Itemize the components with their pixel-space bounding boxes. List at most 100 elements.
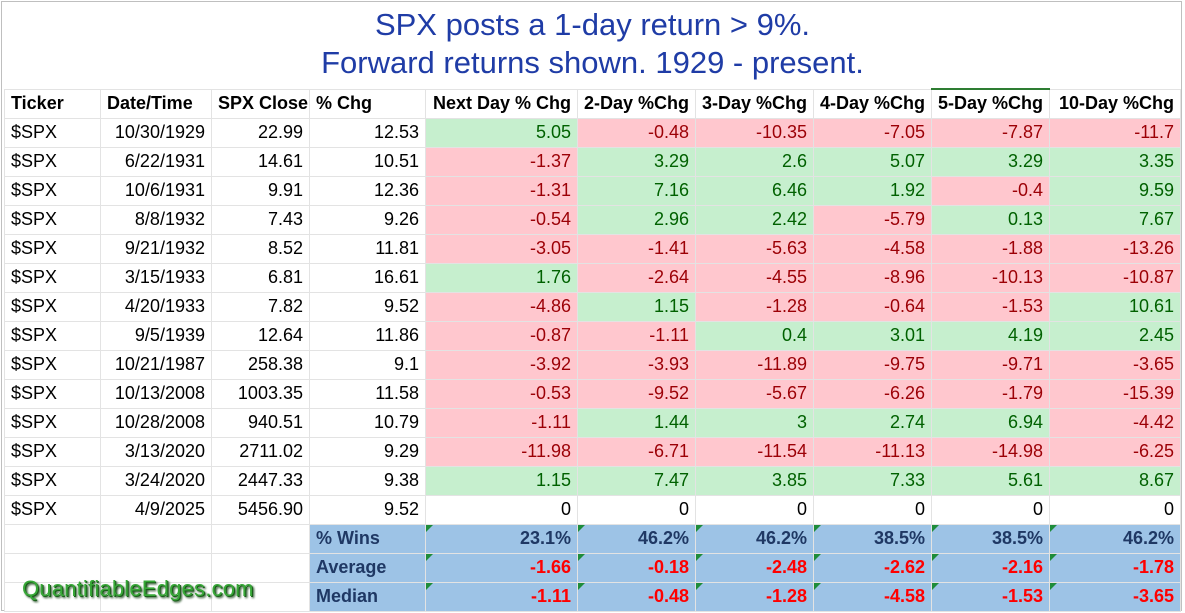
- stats-value: -3.65: [1049, 581, 1181, 612]
- watermark-logo: QuantifiableEdges.com: [22, 576, 254, 601]
- ticker-cell: $SPX: [4, 349, 101, 380]
- blank-cell: [4, 523, 101, 554]
- date-cell: 10/13/2008: [100, 378, 212, 409]
- ticker-cell: $SPX: [4, 436, 101, 467]
- forward-return-cell: 5.05: [425, 117, 578, 148]
- close-cell: 1003.35: [211, 378, 310, 409]
- ticker-cell: $SPX: [4, 204, 101, 235]
- forward-return-cell: -15.39: [1049, 378, 1181, 409]
- forward-return-cell: -5.79: [813, 204, 932, 235]
- forward-return-cell: -1.37: [425, 146, 578, 177]
- ticker-cell: $SPX: [4, 175, 101, 206]
- forward-return-cell: -3.93: [577, 349, 696, 380]
- blank-cell: [211, 523, 310, 554]
- forward-return-cell: 3.29: [577, 146, 696, 177]
- forward-return-cell: -0.53: [425, 378, 578, 409]
- stats-value: -0.48: [577, 581, 696, 612]
- forward-return-cell: 6.46: [695, 175, 814, 206]
- forward-return-cell: -1.53: [931, 291, 1050, 322]
- ticker-cell: $SPX: [4, 378, 101, 409]
- chg-cell: 10.51: [309, 146, 426, 177]
- stats-value: -0.18: [577, 552, 696, 583]
- forward-return-cell: 3.01: [813, 320, 932, 351]
- date-cell: 3/24/2020: [100, 465, 212, 496]
- date-cell: 4/20/1933: [100, 291, 212, 322]
- forward-return-cell: 0: [931, 494, 1050, 525]
- date-cell: 3/15/1933: [100, 262, 212, 293]
- stats-label: % Wins: [309, 523, 426, 554]
- chg-cell: 9.38: [309, 465, 426, 496]
- stats-row: % Wins 23.1% 46.2% 46.2% 38.5% 38.5% 46.2%: [4, 523, 1181, 554]
- ticker-cell: $SPX: [4, 262, 101, 293]
- title-line-2: Forward returns shown. 1929 - present.: [321, 45, 864, 80]
- chg-cell: 9.29: [309, 436, 426, 467]
- forward-return-cell: 4.19: [931, 320, 1050, 351]
- stats-value: 23.1%: [425, 523, 578, 554]
- forward-return-cell: -7.05: [813, 117, 932, 148]
- stats-value: -1.11: [425, 581, 578, 612]
- forward-return-cell: -11.54: [695, 436, 814, 467]
- forward-return-cell: -1.11: [577, 320, 696, 351]
- date-cell: 8/8/1932: [100, 204, 212, 235]
- date-cell: 3/13/2020: [100, 436, 212, 467]
- forward-return-cell: -9.52: [577, 378, 696, 409]
- chg-cell: 9.26: [309, 204, 426, 235]
- table-row: $SPX 9/5/1939 12.64 11.86 -0.87 -1.11 0.4 3.01 4…: [4, 320, 1181, 351]
- forward-return-cell: -10.87: [1049, 262, 1181, 293]
- close-cell: 5456.90: [211, 494, 310, 525]
- forward-return-cell: -1.41: [577, 233, 696, 264]
- date-cell: 10/21/1987: [100, 349, 212, 380]
- forward-return-cell: -0.54: [425, 204, 578, 235]
- table-row: $SPX 3/15/1933 6.81 16.61 1.76 -2.64 -4.55 -8.9…: [4, 262, 1181, 293]
- forward-return-cell: 2.6: [695, 146, 814, 177]
- date-cell: 10/30/1929: [100, 117, 212, 148]
- forward-return-cell: -0.64: [813, 291, 932, 322]
- forward-return-cell: -14.98: [931, 436, 1050, 467]
- table-row: $SPX 8/8/1932 7.43 9.26 -0.54 2.96 2.42 -5.79 0.…: [4, 204, 1181, 235]
- forward-return-cell: 1.92: [813, 175, 932, 206]
- forward-return-cell: 0.13: [931, 204, 1050, 235]
- forward-return-cell: -6.25: [1049, 436, 1181, 467]
- stats-value: -1.53: [931, 581, 1050, 612]
- stats-label: Average: [309, 552, 426, 583]
- stats-label: Median: [309, 581, 426, 612]
- forward-return-cell: -1.79: [931, 378, 1050, 409]
- chg-cell: 16.61: [309, 262, 426, 293]
- chg-cell: 12.53: [309, 117, 426, 148]
- stats-value: -4.58: [813, 581, 932, 612]
- table-row: $SPX 9/21/1932 8.52 11.81 -3.05 -1.41 -5.63 -4.…: [4, 233, 1181, 264]
- chg-cell: 9.52: [309, 494, 426, 525]
- ticker-cell: $SPX: [4, 117, 101, 148]
- forward-return-cell: 5.07: [813, 146, 932, 177]
- close-cell: 2711.02: [211, 436, 310, 467]
- stats-value: -2.62: [813, 552, 932, 583]
- forward-return-cell: 8.67: [1049, 465, 1181, 496]
- forward-return-cell: 7.16: [577, 175, 696, 206]
- forward-return-cell: 10.61: [1049, 291, 1181, 322]
- forward-return-cell: -4.42: [1049, 407, 1181, 438]
- stats-value: -1.66: [425, 552, 578, 583]
- close-cell: 940.51: [211, 407, 310, 438]
- close-cell: 7.43: [211, 204, 310, 235]
- chg-cell: 9.52: [309, 291, 426, 322]
- header-close: SPX Close: [211, 88, 310, 119]
- forward-return-cell: -1.28: [695, 291, 814, 322]
- forward-return-cell: -9.71: [931, 349, 1050, 380]
- date-cell: 9/21/1932: [100, 233, 212, 264]
- stats-value: -2.48: [695, 552, 814, 583]
- forward-return-cell: -3.65: [1049, 349, 1181, 380]
- table-row: $SPX 4/9/2025 5456.90 9.52 0 0 0 0 0 0: [4, 494, 1181, 525]
- header-4-day: 4-Day %Chg: [813, 88, 932, 119]
- date-cell: 10/6/1931: [100, 175, 212, 206]
- close-cell: 6.81: [211, 262, 310, 293]
- forward-return-cell: 2.96: [577, 204, 696, 235]
- forward-return-cell: -8.96: [813, 262, 932, 293]
- forward-return-cell: -13.26: [1049, 233, 1181, 264]
- forward-return-cell: -7.87: [931, 117, 1050, 148]
- page-title: SPX posts a 1-day return > 9%. Forward r…: [0, 6, 1185, 82]
- chg-cell: 11.86: [309, 320, 426, 351]
- stats-value: 38.5%: [931, 523, 1050, 554]
- table-row: $SPX 3/13/2020 2711.02 9.29 -11.98 -6.71 -11.5…: [4, 436, 1181, 467]
- blank-cell: [100, 523, 212, 554]
- blank-cell: [211, 581, 310, 612]
